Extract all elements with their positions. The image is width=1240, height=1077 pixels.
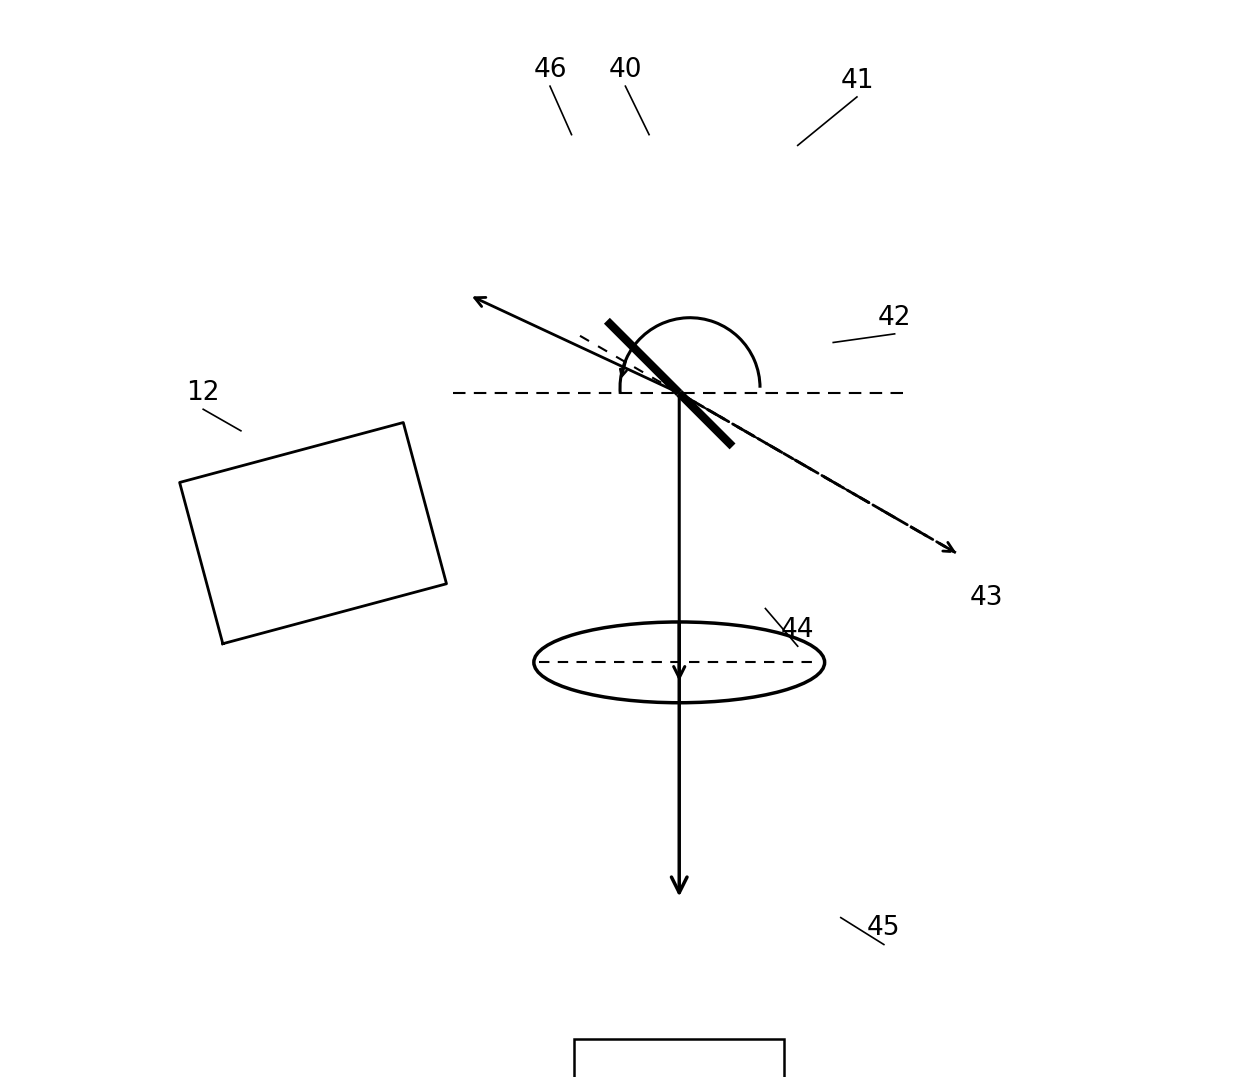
Text: 45: 45 [867, 915, 900, 941]
Text: 43: 43 [970, 585, 1003, 611]
Text: 12: 12 [186, 380, 219, 406]
Text: 46: 46 [533, 57, 567, 83]
Bar [574, 1039, 784, 1077]
Text: 40: 40 [609, 57, 642, 83]
Text: 42: 42 [878, 305, 911, 331]
Text: 44: 44 [781, 617, 815, 643]
Text: 41: 41 [841, 68, 874, 94]
